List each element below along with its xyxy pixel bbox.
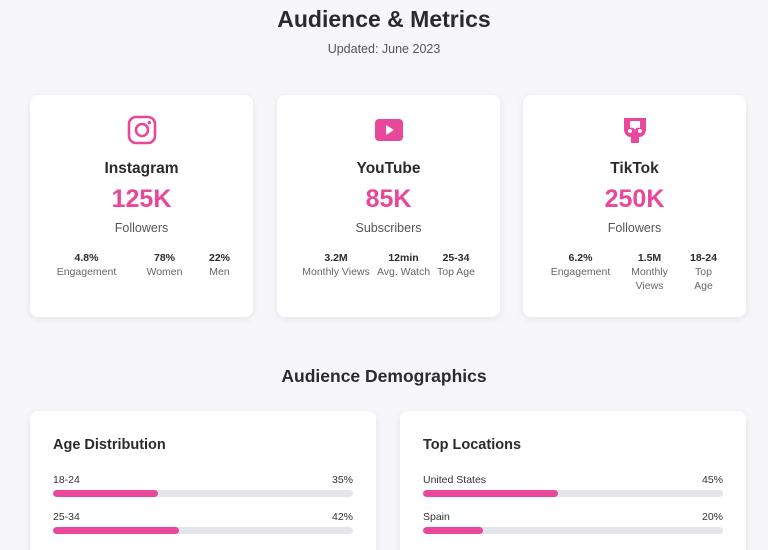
row-label: 25-34	[53, 511, 80, 523]
row-value: 35%	[331, 474, 353, 486]
platform-name: YouTube	[356, 160, 421, 177]
stat-value: 1.5M	[637, 252, 662, 264]
stat-label: Monthly Views	[302, 266, 370, 278]
stat-monthly-views: 3.2M Monthly Views	[299, 251, 374, 279]
stat-label: Women	[146, 266, 183, 278]
stat-value: 6.2%	[568, 252, 593, 264]
subscriber-count: 85K	[365, 185, 412, 213]
stat-engagement: 4.8% Engagement	[52, 251, 122, 279]
stat-label: Top Age	[694, 266, 713, 292]
tiktok-icon	[620, 115, 650, 150]
instagram-card: Instagram 125K Followers 4.8% Engagement…	[30, 95, 253, 317]
tiktok-card: TikTok 250K Followers 6.2% Engagement 1.…	[523, 95, 746, 317]
count-unit: Followers	[607, 221, 662, 235]
progress-fill	[423, 490, 558, 497]
age-row: 18-24 35%	[53, 474, 353, 497]
stat-value: 22%	[208, 252, 230, 264]
count-unit: Subscribers	[355, 221, 422, 235]
page-subtitle: Updated: June 2023	[327, 42, 441, 56]
age-row: 25-34 42%	[53, 511, 353, 534]
progress-track	[53, 490, 353, 497]
stat-label: Engagement	[550, 266, 611, 278]
progress-track	[423, 527, 723, 534]
row-value: 20%	[701, 511, 723, 523]
stat-value: 12min	[388, 252, 419, 264]
platform-name: Instagram	[104, 160, 179, 177]
progress-fill	[53, 527, 179, 534]
page-title: Audience & Metrics	[277, 6, 491, 32]
location-row: Spain 20%	[423, 511, 723, 534]
stat-value: 25-34	[442, 252, 470, 264]
card-title: Top Locations	[423, 437, 522, 453]
card-title: Age Distribution	[53, 437, 166, 453]
stat-label: Men	[209, 266, 230, 278]
progress-fill	[423, 527, 483, 534]
stat-value: 18-24	[690, 252, 717, 264]
progress-track	[53, 527, 353, 534]
row-value: 45%	[701, 474, 723, 486]
stat-label: Engagement	[56, 266, 117, 278]
stat-label: Top Age	[437, 266, 475, 278]
stat-row: 4.8% Engagement 78% Women 22% Men	[30, 251, 253, 279]
section-title: Audience Demographics	[281, 366, 487, 386]
stat-value: 3.2M	[324, 252, 348, 264]
row-label: Spain	[423, 511, 450, 523]
stat-value: 4.8%	[74, 252, 99, 264]
stat-row: 3.2M Monthly Views 12min Avg. Watch 25-3…	[277, 251, 500, 279]
stat-engagement: 6.2% Engagement	[546, 251, 616, 293]
row-value: 42%	[331, 511, 353, 523]
stat-label: Monthly Views	[631, 266, 668, 292]
count-unit: Followers	[114, 221, 169, 235]
top-locations-card: Top Locations United States 45% Spain 20…	[400, 411, 746, 550]
stat-men: 22% Men	[208, 251, 232, 279]
stat-row: 6.2% Engagement 1.5M Monthly Views 18-24…	[523, 251, 746, 293]
stat-value: 78%	[153, 252, 175, 264]
location-row: United States 45%	[423, 474, 723, 497]
progress-fill	[53, 490, 158, 497]
stat-label: Avg. Watch	[376, 266, 431, 278]
youtube-card: YouTube 85K Subscribers 3.2M Monthly Vie…	[277, 95, 500, 317]
age-distribution-card: Age Distribution 18-24 35% 25-34 42%	[30, 411, 376, 550]
stat-avg-watch: 12min Avg. Watch	[374, 251, 434, 279]
stat-top-age: 18-24 Top Age	[684, 251, 724, 293]
follower-count: 125K	[111, 185, 172, 213]
row-label: 18-24	[53, 474, 80, 486]
follower-count: 250K	[604, 185, 665, 213]
youtube-icon	[374, 115, 404, 150]
instagram-icon	[127, 115, 157, 150]
stat-women: 78% Women	[122, 251, 208, 279]
progress-track	[423, 490, 723, 497]
stat-monthly-views: 1.5M Monthly Views	[616, 251, 684, 293]
row-label: United States	[423, 474, 487, 486]
platform-name: TikTok	[610, 160, 659, 177]
stat-top-age: 25-34 Top Age	[434, 251, 479, 279]
